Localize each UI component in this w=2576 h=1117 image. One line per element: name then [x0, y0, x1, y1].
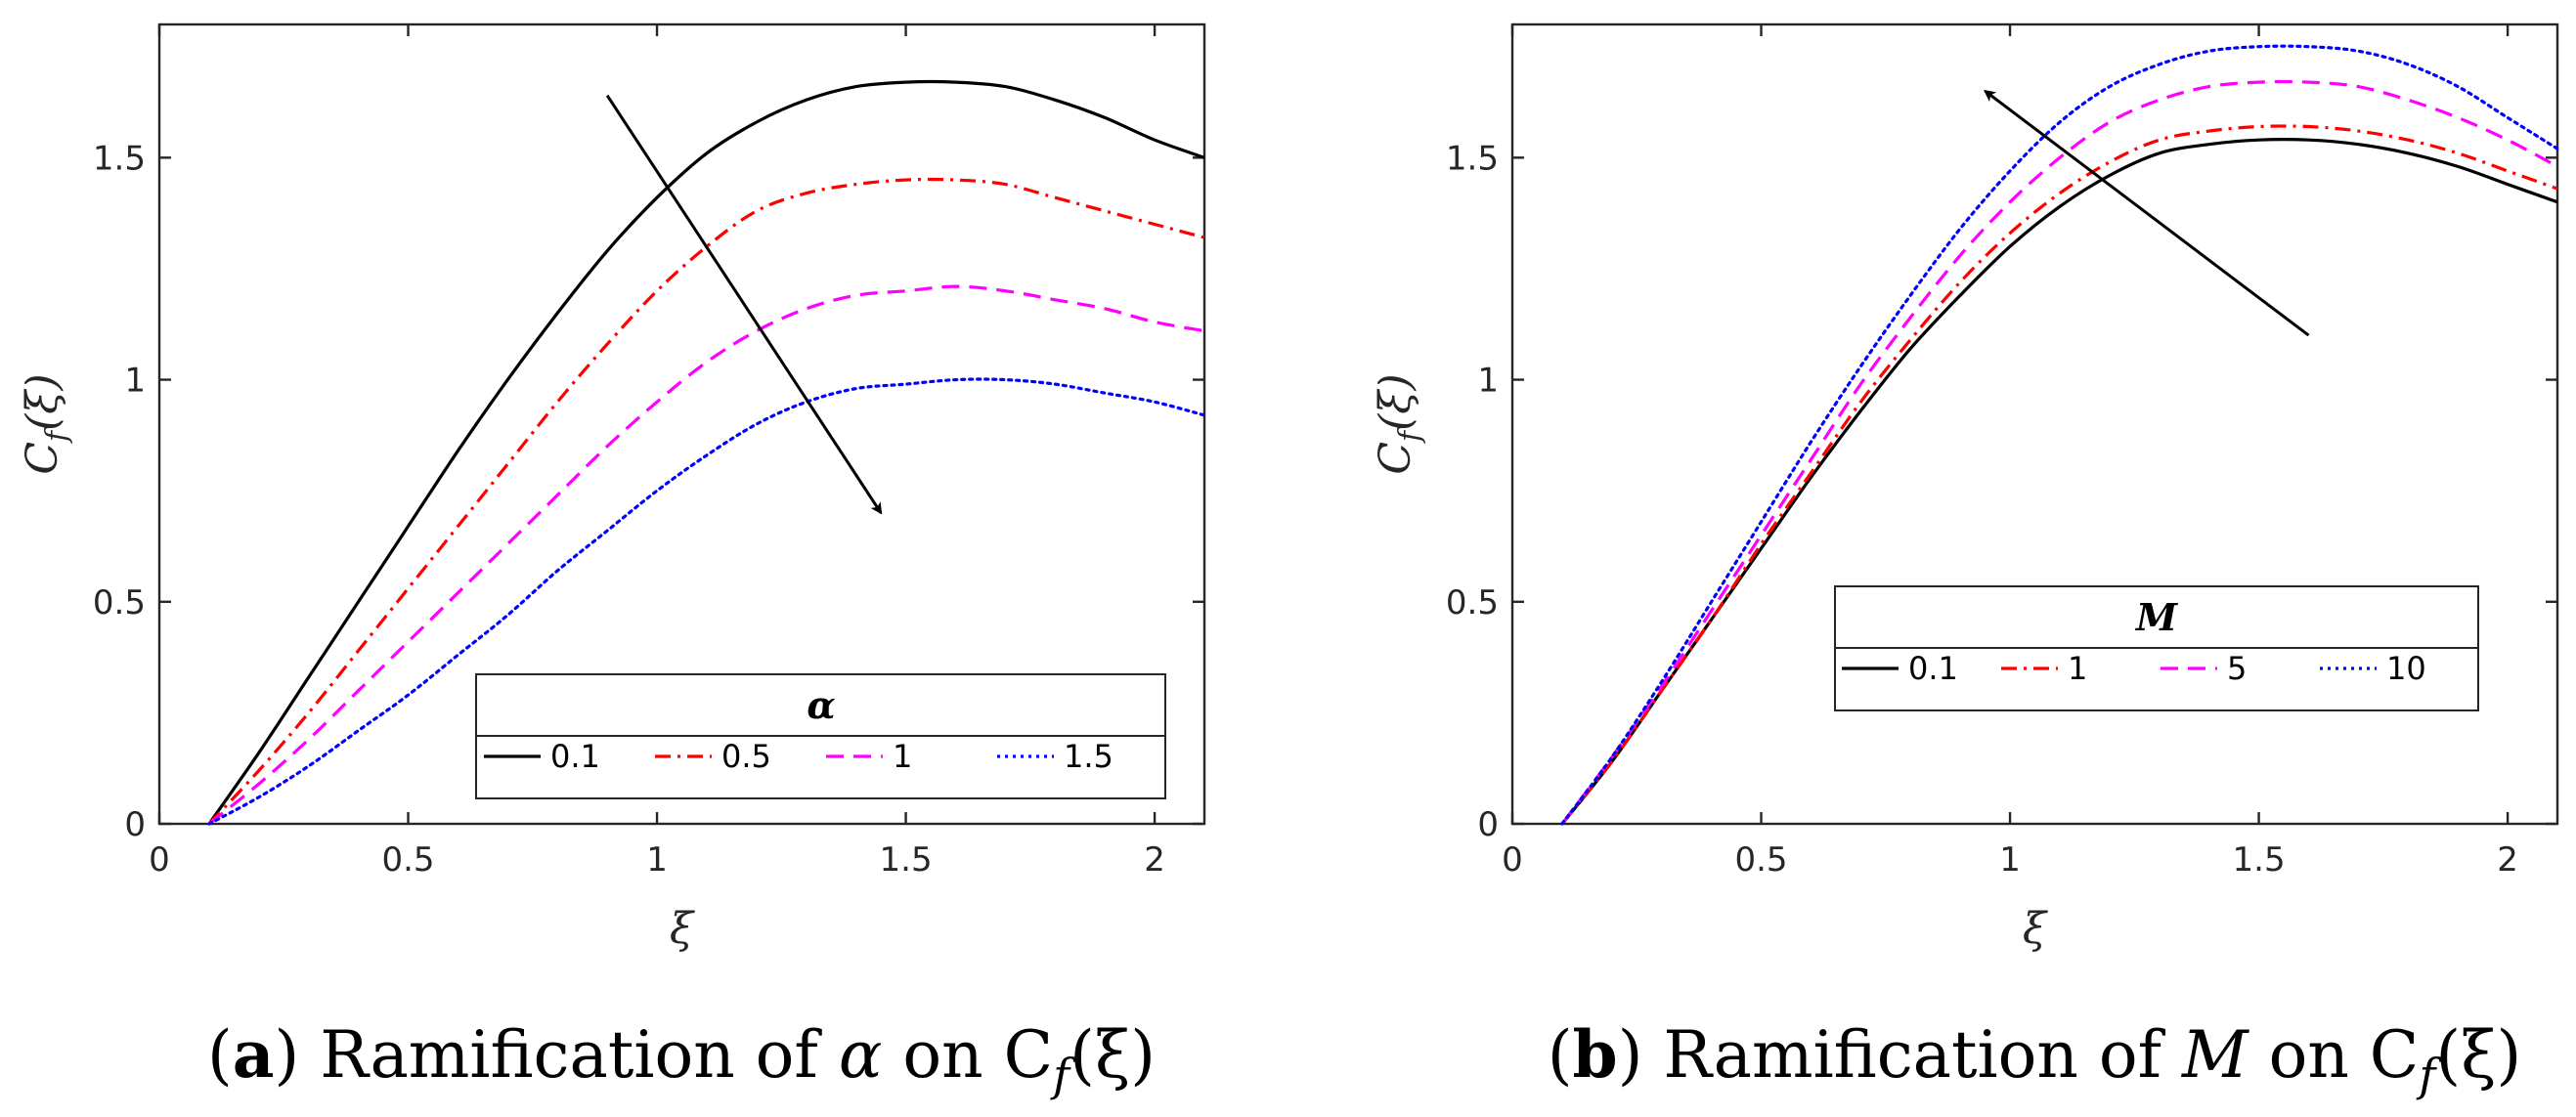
- panel-a-legend-label-1.5: 1.5: [1064, 738, 1113, 775]
- panel-a-legend-label-0.5: 0.5: [721, 738, 771, 775]
- panel-b-series-line-5: [1560, 79, 2558, 825]
- panel-a-trend-arrow: [605, 94, 883, 515]
- panel-a-y-axis-label: Cf(ξ): [18, 373, 74, 474]
- panel-a-x-tick-label: 2: [1144, 840, 1165, 880]
- panel-b-legend: M 0.1 1 5 10: [1834, 585, 2479, 711]
- panel-a-y-tick-label: 1: [124, 362, 146, 401]
- panel-b-legend-entries: 0.1 1 5 10: [1842, 650, 2426, 687]
- panel-a-y-tick-label: 1.5: [93, 139, 146, 178]
- panel-b-x-tick-label: 0: [1502, 840, 1523, 880]
- panel-a-series-line-1.5: [207, 377, 1206, 826]
- panel-b-chart: 0 0.5 1 1.5 2 0 0.5 1 1.5 ξ Cf(ξ) M 0.1 1 5 10 (b)…: [1371, 22, 2559, 1101]
- panel-a-legend-entries: 0.1 0.5 1 1.5: [484, 738, 1113, 775]
- panel-b-x-axis-label: ξ: [2023, 904, 2049, 954]
- panel-b-series-line-1: [1560, 124, 2558, 826]
- panel-b-series-line-10: [1560, 44, 2559, 826]
- panel-b-y-tick-label: 0.5: [1446, 583, 1499, 623]
- panel-b-x-tick-label: 0.5: [1734, 840, 1787, 880]
- panel-a-y-tick-label: 0.5: [93, 583, 146, 623]
- panel-a-x-tick-label: 0: [149, 840, 170, 880]
- panel-b-legend-label-10: 10: [2386, 650, 2426, 687]
- panel-b-y-tick-label: 0: [1477, 805, 1499, 844]
- panel-a-series-line-0.5: [207, 177, 1205, 826]
- panel-a-x-tick-label: 1.5: [880, 840, 933, 880]
- panel-b-legend-label-1: 1: [2068, 650, 2087, 687]
- panel-b-x-ticks: 0 0.5 1 1.5 2: [1502, 24, 2518, 880]
- panel-a-chart: 0 0.5 1 1.5 2 00.511.5 ξ Cf(ξ) α 0.1 0.5 1 1.5 …: [18, 22, 1206, 1101]
- panel-b-x-tick-label: 2: [2497, 840, 2518, 880]
- panel-a-legend: α 0.1 0.5 1 1.5: [475, 673, 1166, 799]
- panel-b-y-axis-label: Cf(ξ): [1371, 373, 1427, 474]
- panel-a-x-axis-label: ξ: [670, 904, 696, 954]
- panel-b-plot-frame: [1510, 22, 2559, 826]
- panel-a-y-tick-label: 0: [124, 805, 146, 844]
- panel-a-y-ticks: 0 0.5 1 1.5: [93, 139, 1204, 844]
- panel-b-series-line-0.1: [1560, 138, 2558, 826]
- panel-a-x-tick-label: 1: [646, 840, 668, 880]
- panel-b-x-tick-label: 1.5: [2233, 840, 2286, 880]
- panel-a-series-line-0.1: [207, 79, 1205, 825]
- panel-a-plot-frame: [157, 22, 1206, 826]
- panel-b-trend-arrow: [1983, 89, 2310, 337]
- panel-b-y-tick-label: 1.5: [1446, 139, 1499, 178]
- panel-b-legend-label-5: 5: [2227, 650, 2247, 687]
- panel-b-x-tick-label: 1: [1999, 840, 2021, 880]
- panel-b-caption: (b) Ramification of M on Cf(ξ): [1548, 1016, 2521, 1101]
- panel-a-legend-title: α: [807, 683, 835, 727]
- panel-b-legend-title: M: [2134, 595, 2178, 639]
- panel-a-x-ticks: 0 0.5 1 1.5 2: [149, 24, 1165, 880]
- panel-b-legend-label-0.1: 0.1: [1908, 650, 1958, 687]
- panel-a-legend-label-1: 1: [893, 738, 912, 775]
- panel-b-series-group: [1560, 44, 2559, 826]
- panel-a-x-tick-label: 0.5: [381, 840, 434, 880]
- panel-a-series-group: [207, 79, 1206, 826]
- panel-a-caption: (a) Ramification of α on Cf(ξ): [207, 1016, 1156, 1101]
- panel-b-y-ticks: 0 0.5 1 1.5: [1446, 139, 2557, 844]
- panel-a-series-line-1: [207, 284, 1205, 826]
- panel-a-legend-label-0.1: 0.1: [550, 738, 600, 775]
- panel-b-y-tick-label: 1: [1477, 362, 1499, 401]
